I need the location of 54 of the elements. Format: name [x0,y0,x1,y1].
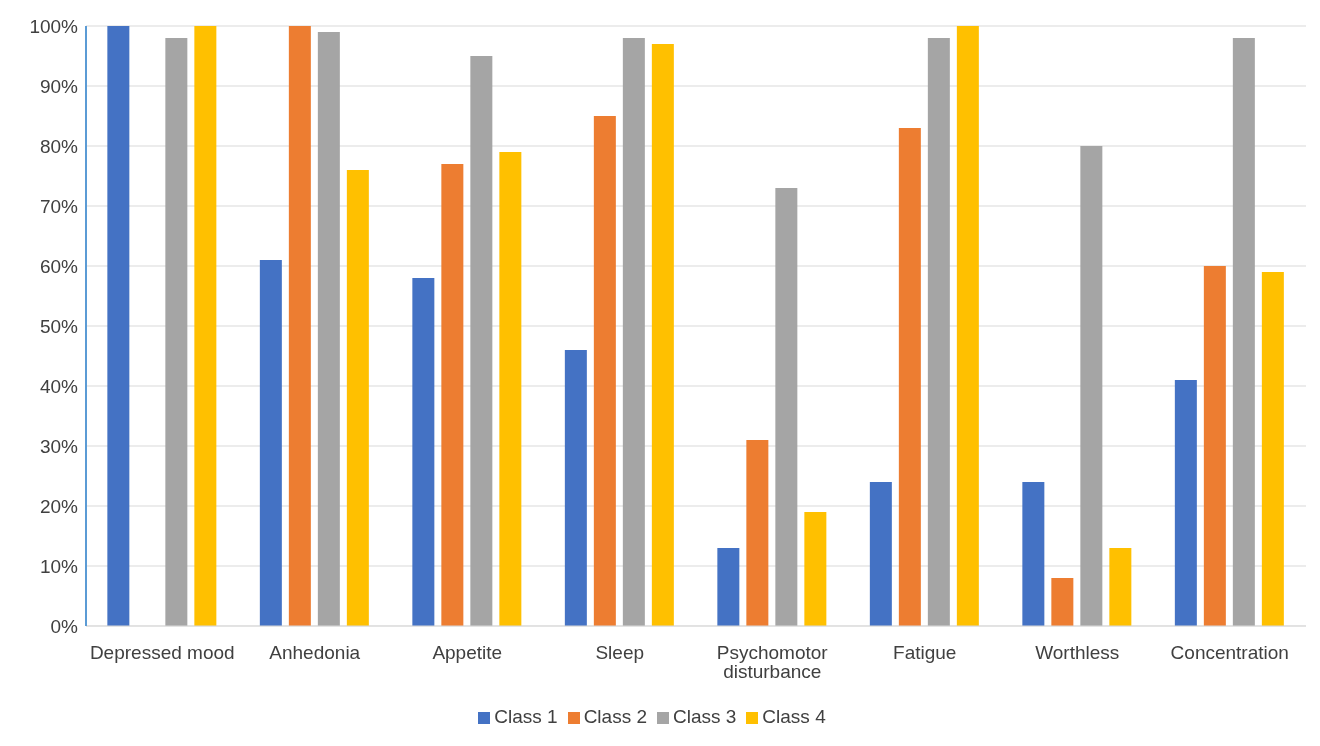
bar [564,350,587,626]
bar [288,26,311,626]
x-tick-label: Sleep [595,642,645,664]
bar [804,512,827,626]
bar [1080,146,1103,626]
bar [194,26,217,626]
x-tick-label: Anhedonia [269,642,361,664]
bar [717,548,740,626]
bar [499,152,522,626]
bar [1203,266,1226,626]
bar [1051,578,1074,626]
y-tick-label: 80% [39,135,79,157]
bar [927,38,950,626]
bar [259,260,282,626]
bar [1174,380,1197,626]
bar [346,170,369,626]
y-tick-label: 0% [50,615,79,637]
x-tick-label: Appetite [432,642,503,664]
bar [651,44,674,626]
x-tick-label: Concentration [1170,642,1289,664]
bar [470,56,493,626]
bar [412,278,435,626]
x-tick-label: Depressed mood [89,642,235,664]
y-tick-label: 90% [39,75,79,97]
y-tick-label: 40% [39,375,79,397]
bar [107,26,130,626]
bar [1232,38,1255,626]
bar [869,482,892,626]
bar [441,164,464,626]
bar [1109,548,1132,626]
y-tick-label: 60% [39,255,79,277]
bar [1022,482,1045,626]
bar [165,38,188,626]
y-tick-label: 20% [39,495,79,517]
legend-label: Class 1 [494,706,558,727]
x-tick-label: Psychomotor disturbance [716,642,829,683]
bar [593,116,616,626]
bar [746,440,769,626]
legend-label: Class 3 [673,706,737,727]
legend-label: Class 2 [583,706,647,727]
y-tick-label: 100% [29,15,79,37]
bar [317,32,340,626]
bar [956,26,979,626]
bar [1261,272,1284,626]
x-tick-label: Fatigue [893,642,957,664]
legend-label: Class 4 [762,706,826,727]
bar [622,38,645,626]
y-tick-label: 70% [39,195,79,217]
y-tick-label: 50% [39,315,79,337]
bar [775,188,798,626]
bar [898,128,921,626]
y-tick-label: 30% [39,435,79,457]
y-tick-label: 10% [39,555,79,577]
x-tick-label: Worthless [1035,642,1120,664]
